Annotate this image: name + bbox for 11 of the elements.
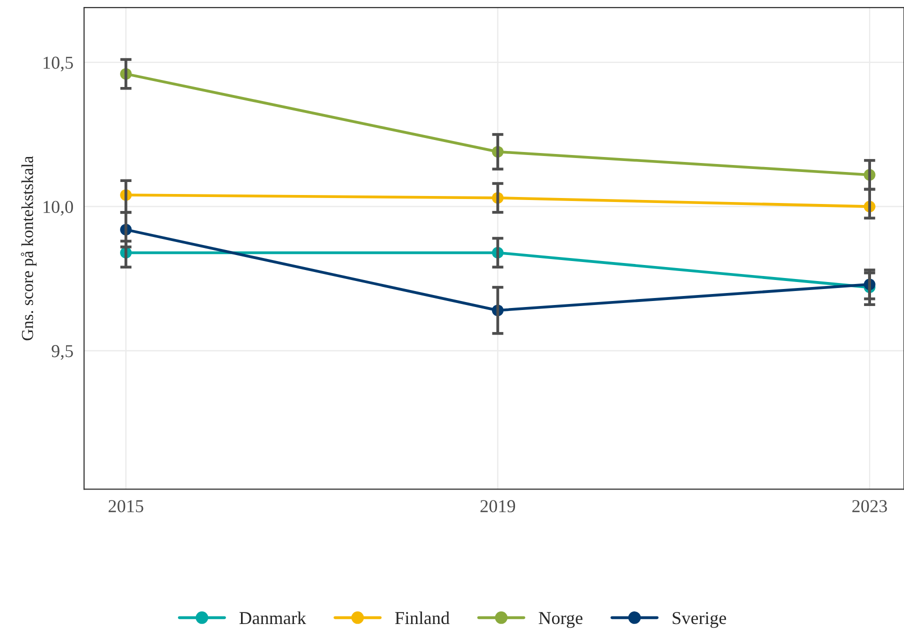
y-tick-label: 10,5 [44, 56, 73, 72]
y-tick-label: 9,5 [52, 345, 73, 360]
x-tick-label: 2023 [852, 500, 887, 512]
x-tick-label: 2019 [480, 500, 516, 512]
legend-label: Finland [395, 611, 450, 624]
legend-label: Norge [538, 612, 582, 628]
y-tick-label: 10,0 [44, 200, 73, 216]
legend-label: Danmark [239, 611, 306, 624]
x-tick-label: 2015 [108, 500, 144, 512]
legend-label: Sverige [672, 612, 726, 628]
y-axis-title: Gns. score på kontekstskala [20, 156, 37, 340]
